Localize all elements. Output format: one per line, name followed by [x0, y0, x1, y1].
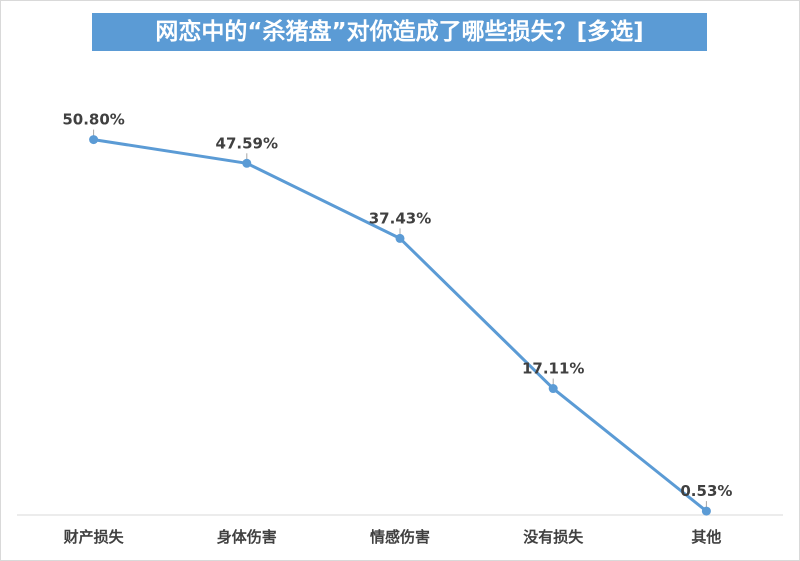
chart-title: 网恋中的“杀猪盘”对你造成了哪些损失？[多选]	[92, 13, 707, 51]
data-point-marker	[395, 233, 405, 243]
data-point-marker	[242, 158, 252, 168]
data-point-marker	[89, 135, 99, 145]
data-label: 50.80%	[62, 111, 124, 129]
data-point-marker	[701, 506, 711, 516]
x-tick-label: 情感伤害	[370, 528, 430, 546]
data-label: 0.53%	[680, 482, 732, 500]
x-tick-label: 财产损失	[64, 528, 125, 546]
data-label: 37.43%	[369, 209, 431, 227]
data-label: 17.11%	[522, 360, 584, 378]
x-tick-label: 身体伤害	[217, 528, 277, 546]
x-tick-label: 其他	[691, 528, 721, 546]
series-line	[93, 138, 708, 513]
data-point-marker	[548, 384, 558, 394]
x-tick-label: 没有损失	[523, 528, 584, 546]
data-label: 47.59%	[216, 134, 278, 152]
